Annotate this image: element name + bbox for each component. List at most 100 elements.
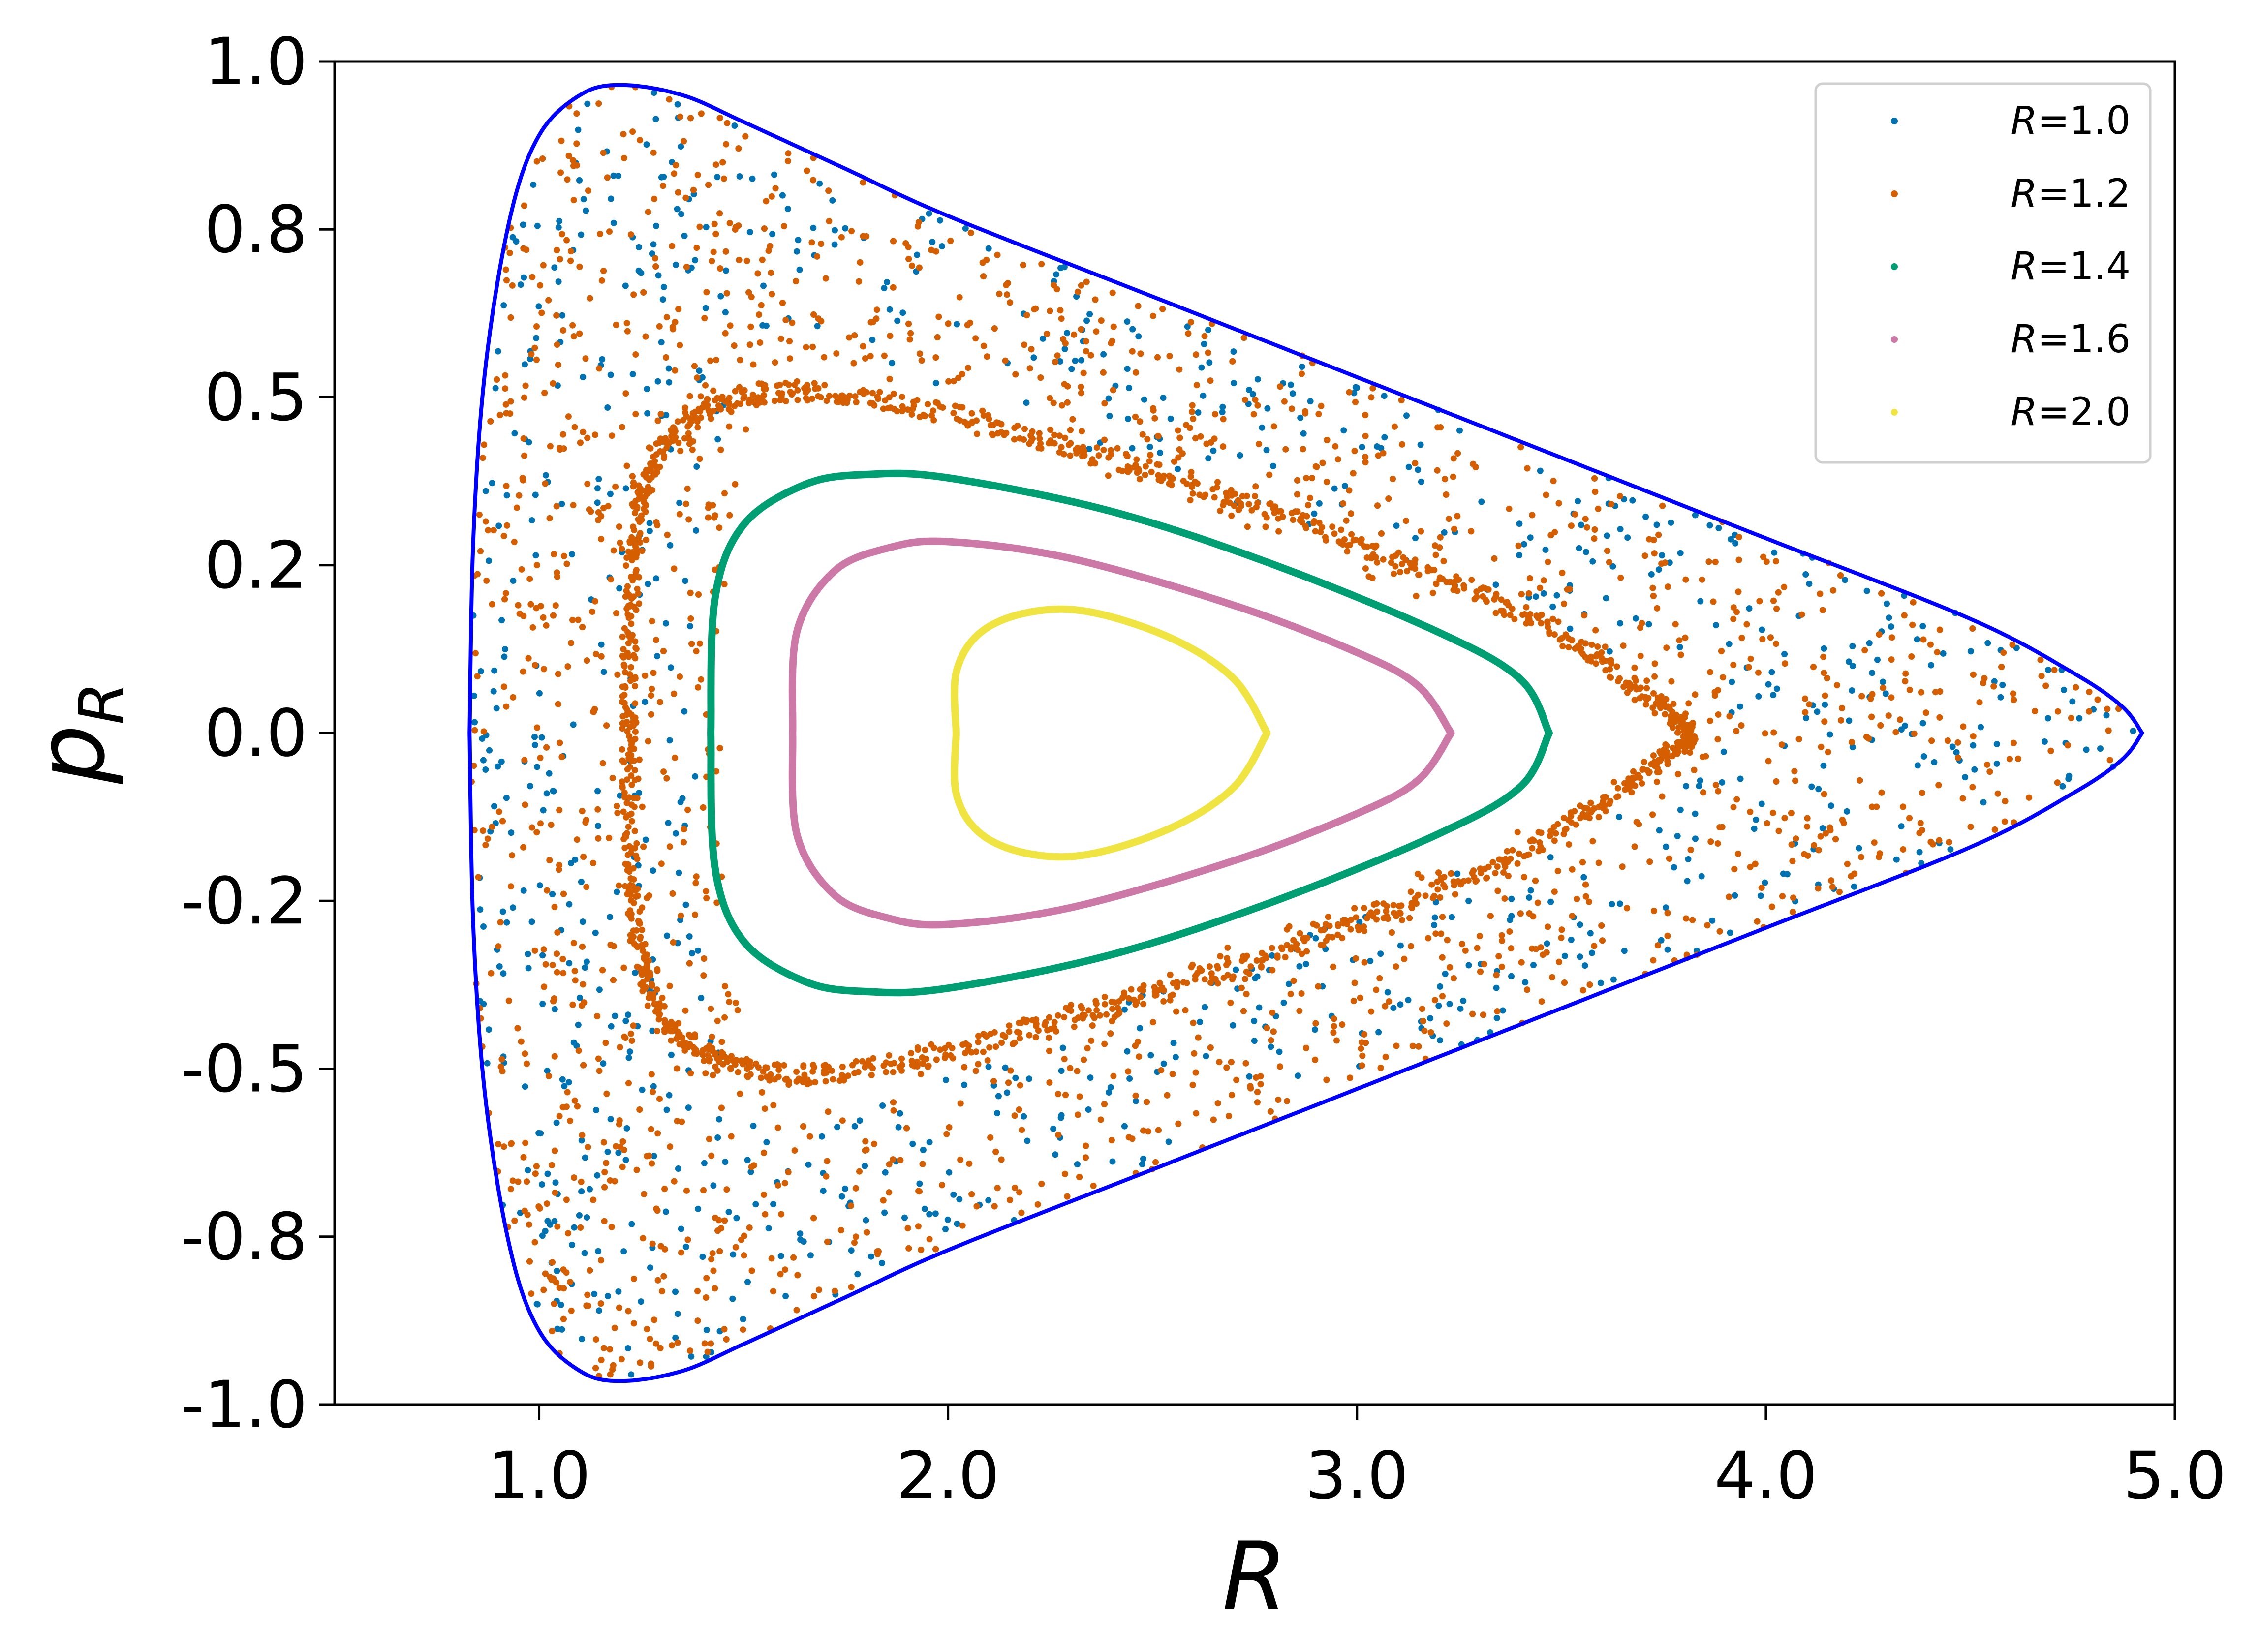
- scatter-point: [613, 321, 619, 328]
- scatter-point: [672, 319, 679, 326]
- scatter-point: [1920, 753, 1927, 760]
- scatter-point: [851, 332, 858, 339]
- scatter-point: [1038, 1180, 1045, 1187]
- scatter-point: [1902, 670, 1909, 677]
- scatter-point: [1343, 517, 1350, 524]
- scatter-point: [1090, 1182, 1097, 1189]
- scatter-point: [497, 919, 504, 926]
- scatter-point: [607, 576, 614, 583]
- scatter-point: [860, 343, 866, 350]
- scatter-point: [1429, 894, 1436, 901]
- scatter-point: [1710, 598, 1717, 605]
- scatter-point: [650, 670, 657, 676]
- scatter-point: [561, 1083, 568, 1090]
- scatter-point: [602, 1040, 609, 1046]
- scatter-point: [622, 593, 629, 600]
- scatter-point: [1193, 382, 1200, 389]
- scatter-point: [1798, 611, 1805, 618]
- scatter-point: [495, 763, 501, 770]
- scatter-point: [595, 1248, 602, 1254]
- scatter-point: [696, 223, 703, 230]
- scatter-point: [1745, 664, 1752, 671]
- scatter-point: [645, 970, 651, 977]
- scatter-point: [507, 314, 514, 321]
- scatter-point: [1192, 435, 1199, 442]
- scatter-point: [507, 398, 514, 405]
- scatter-point: [1296, 1008, 1303, 1014]
- scatter-point: [594, 806, 601, 813]
- scatter-point: [1459, 941, 1465, 948]
- scatter-point: [973, 417, 980, 424]
- scatter-point: [1369, 385, 1376, 392]
- scatter-point: [632, 497, 639, 504]
- scatter-point: [534, 764, 541, 770]
- scatter-point: [522, 382, 529, 389]
- scatter-point: [1626, 686, 1633, 693]
- scatter-point: [518, 566, 525, 573]
- scatter-point: [1395, 549, 1402, 556]
- scatter-point: [1151, 415, 1158, 422]
- scatter-point: [782, 398, 789, 404]
- scatter-point: [659, 1288, 665, 1295]
- scatter-point: [1650, 752, 1657, 759]
- scatter-point: [1555, 618, 1562, 625]
- scatter-point: [1668, 519, 1674, 526]
- scatter-point: [580, 373, 587, 380]
- scatter-point: [1232, 490, 1238, 497]
- scatter-point: [1393, 1042, 1400, 1049]
- scatter-point: [647, 1264, 653, 1271]
- scatter-point: [1639, 766, 1646, 773]
- scatter-point: [793, 1069, 800, 1075]
- scatter-point: [1572, 511, 1578, 518]
- scatter-point: [1100, 369, 1107, 376]
- scatter-point: [1550, 478, 1557, 485]
- scatter-point: [572, 857, 579, 863]
- scatter-point: [1547, 854, 1554, 861]
- scatter-point: [898, 1055, 905, 1062]
- scatter-point: [721, 581, 728, 587]
- scatter-point: [1192, 976, 1199, 983]
- scatter-point: [1198, 364, 1205, 371]
- scatter-point: [589, 609, 596, 615]
- scatter-point: [732, 999, 739, 1006]
- scatter-point: [946, 1169, 953, 1176]
- scatter-point: [1197, 433, 1204, 440]
- scatter-point: [1312, 1020, 1319, 1027]
- scatter-point: [2026, 794, 2033, 801]
- scatter-point: [553, 312, 560, 319]
- scatter-point: [528, 1290, 535, 1297]
- scatter-point: [781, 1180, 788, 1187]
- scatter-point: [1450, 455, 1457, 462]
- scatter-point: [1315, 983, 1322, 990]
- scatter-point: [716, 1248, 723, 1254]
- scatter-point: [588, 508, 594, 515]
- scatter-point: [994, 430, 1001, 437]
- scatter-point: [926, 1236, 933, 1243]
- scatter-point: [692, 257, 698, 264]
- scatter-point: [1437, 894, 1444, 901]
- scatter-point: [862, 355, 868, 362]
- scatter-point: [553, 1279, 559, 1286]
- scatter-point: [499, 1068, 506, 1074]
- scatter-point: [968, 1191, 975, 1197]
- scatter-point: [1502, 863, 1509, 870]
- scatter-point: [1593, 660, 1599, 667]
- scatter-point: [692, 911, 699, 918]
- scatter-point: [625, 1080, 632, 1087]
- scatter-point: [577, 1224, 584, 1231]
- scatter-point: [1280, 999, 1287, 1006]
- scatter-point: [1762, 730, 1768, 737]
- scatter-point: [1444, 937, 1451, 944]
- scatter-point: [1574, 895, 1580, 902]
- scatter-point: [654, 1130, 661, 1137]
- scatter-point: [794, 387, 801, 394]
- scatter-point: [1658, 693, 1665, 700]
- scatter-point: [959, 1041, 966, 1048]
- scatter-point: [1733, 728, 1740, 734]
- scatter-point: [570, 333, 577, 340]
- scatter-point: [659, 296, 666, 303]
- scatter-point: [1526, 910, 1533, 917]
- scatter-point: [590, 859, 596, 866]
- scatter-point: [808, 239, 815, 246]
- scatter-point: [1243, 991, 1250, 997]
